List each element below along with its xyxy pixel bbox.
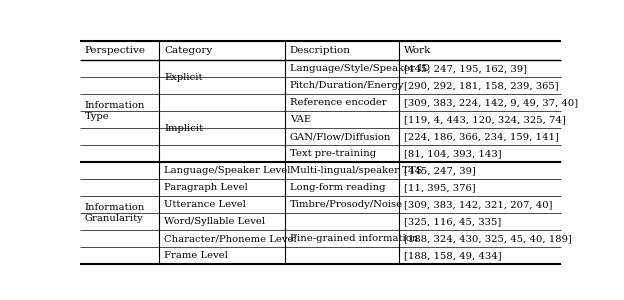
Text: [188, 324, 430, 325, 45, 40, 189]: [188, 324, 430, 325, 45, 40, 189]: [404, 234, 572, 243]
Text: Character/Phoneme Level: Character/Phoneme Level: [164, 234, 296, 243]
Text: [325, 116, 45, 335]: [325, 116, 45, 335]: [404, 217, 501, 226]
Text: Description: Description: [290, 46, 351, 55]
Text: GAN/Flow/Diffusion: GAN/Flow/Diffusion: [290, 132, 391, 141]
Text: Explicit: Explicit: [164, 73, 203, 82]
Text: Word/Syllable Level: Word/Syllable Level: [164, 217, 265, 226]
Text: Timbre/Prosody/Noise: Timbre/Prosody/Noise: [290, 200, 403, 209]
Text: Language/Speaker Level: Language/Speaker Level: [164, 166, 290, 175]
Text: Work: Work: [404, 46, 431, 55]
Text: Category: Category: [164, 46, 212, 55]
Text: Pitch/Duration/Energy: Pitch/Duration/Energy: [290, 81, 404, 90]
Text: [309, 383, 224, 142, 9, 49, 37, 40]: [309, 383, 224, 142, 9, 49, 37, 40]: [404, 98, 578, 107]
Text: [309, 383, 142, 321, 207, 40]: [309, 383, 142, 321, 207, 40]: [404, 200, 552, 209]
Text: Implicit: Implicit: [164, 124, 203, 133]
Text: [445, 247, 195, 162, 39]: [445, 247, 195, 162, 39]: [404, 64, 527, 73]
Text: [188, 158, 49, 434]: [188, 158, 49, 434]: [404, 251, 502, 260]
Text: Information
Type: Information Type: [85, 101, 145, 121]
Text: [81, 104, 393, 143]: [81, 104, 393, 143]: [404, 149, 502, 158]
Text: Fine-grained information: Fine-grained information: [290, 234, 418, 243]
Text: Utterance Level: Utterance Level: [164, 200, 246, 209]
Text: [119, 4, 443, 120, 324, 325, 74]: [119, 4, 443, 120, 324, 325, 74]: [404, 115, 566, 124]
Text: Information
Granularity: Information Granularity: [85, 203, 145, 223]
Text: Multi-lingual/speaker TTS: Multi-lingual/speaker TTS: [290, 166, 422, 175]
Text: [224, 186, 366, 234, 159, 141]: [224, 186, 366, 234, 159, 141]: [404, 132, 559, 141]
Text: Perspective: Perspective: [85, 46, 146, 55]
Text: Language/Style/Speaker ID: Language/Style/Speaker ID: [290, 64, 430, 73]
Text: Frame Level: Frame Level: [164, 251, 228, 260]
Text: [290, 292, 181, 158, 239, 365]: [290, 292, 181, 158, 239, 365]: [404, 81, 558, 90]
Text: Paragraph Level: Paragraph Level: [164, 183, 248, 192]
Text: Long-form reading: Long-form reading: [290, 183, 385, 192]
Text: [445, 247, 39]: [445, 247, 39]: [404, 166, 476, 175]
Text: [11, 395, 376]: [11, 395, 376]: [404, 183, 475, 192]
Text: Reference encoder: Reference encoder: [290, 98, 386, 107]
Text: Text pre-training: Text pre-training: [290, 149, 376, 158]
Text: VAE: VAE: [290, 115, 311, 124]
